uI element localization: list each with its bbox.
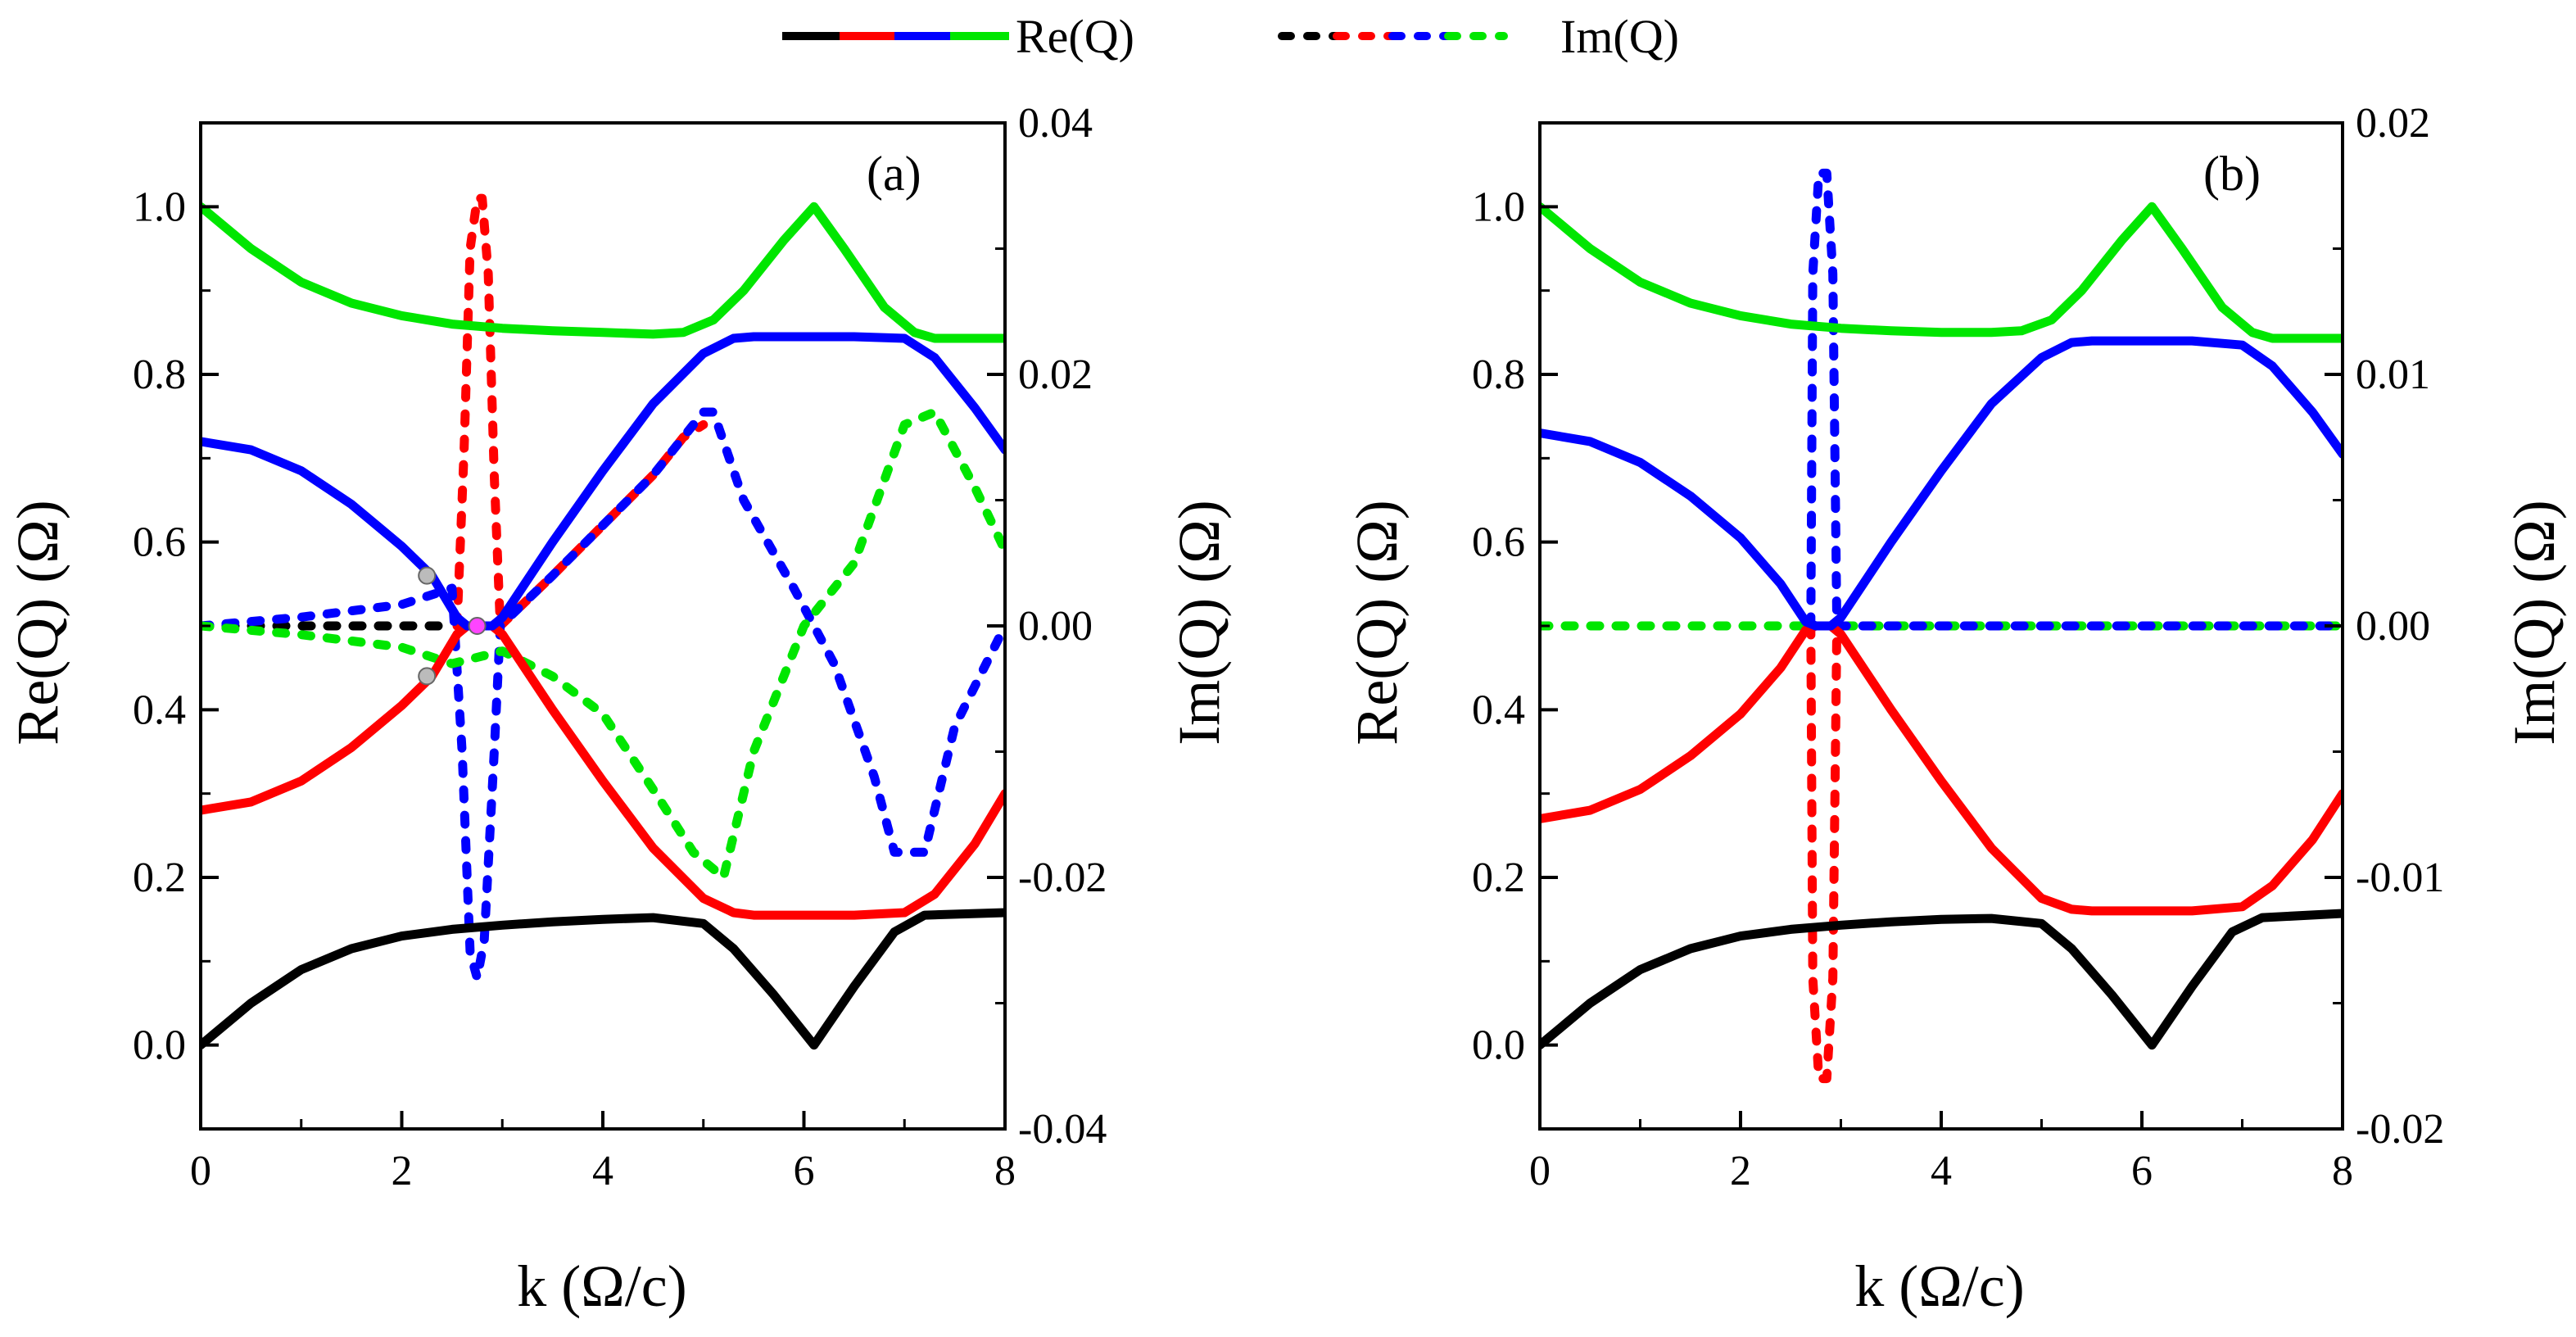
- panel-b-re-blue-line: [1540, 336, 2343, 631]
- panel-b-ticks: 0 2 4 6 8 0.0 0.2 0.4 0.6 0.8 1.0 -0.02 -0.01 0.00 0.0…: [1472, 100, 2444, 1194]
- panel-b-re-red-line: [1540, 621, 2343, 916]
- panel-a-ytick-right-label-3: 0.02: [1018, 351, 1093, 398]
- panel-a-frame: [199, 121, 1007, 1131]
- legend-solid-label: Re(Q): [1016, 10, 1134, 63]
- panel-b-ytick-right-label-3: 0.01: [2356, 351, 2430, 398]
- panel-b-im-blue-line: [1806, 168, 2343, 631]
- panel-b-ylabel-left: Re(Q) (Ω): [1344, 500, 1410, 745]
- panel-a-im-red-line: [452, 193, 709, 631]
- panel-b: 0 2 4 6 8 0.0 0.2 0.4 0.6 0.8 1.0 -0.02 -0.01 0.00 0.0…: [1344, 100, 2567, 1319]
- panel-a-axes-box: [199, 121, 1007, 1131]
- panel-b-ytick-right-label-4: 0.02: [2356, 100, 2430, 147]
- panel-a: 0 2 4 6 8 0.0 0.2 0.4 0.6 0.8 1.0 -0.04 -0.02 0.00 0.0…: [5, 100, 1232, 1319]
- panel-b-ylabel-right: Im(Q) (Ω): [2501, 500, 2567, 745]
- panel-a-xtick-label-0: 0: [190, 1148, 211, 1194]
- panel-a-ylabel-left: Re(Q) (Ω): [5, 500, 70, 745]
- panel-a-xtick-label-2: 4: [592, 1148, 613, 1194]
- panel-a-ytick-right-label-1: -0.02: [1018, 854, 1107, 901]
- panel-a-marker-2: [468, 617, 487, 635]
- panel-b-ytick-left-label-5: 1.0: [1472, 184, 1525, 230]
- panel-a-im-blue-line: [201, 407, 1005, 983]
- panel-b-curves: [1540, 168, 2343, 1084]
- legend: Re(Q) Im(Q): [782, 10, 1679, 63]
- panel-b-xlabel: k (Ω/c): [1854, 1253, 2024, 1319]
- panel-a-ticks: 0 2 4 6 8 0.0 0.2 0.4 0.6 0.8 1.0 -0.04 -0.02 0.00 0.0…: [133, 100, 1107, 1194]
- panel-a-re-green-line: [201, 202, 1005, 343]
- panel-a-ytick-left-label-2: 0.4: [133, 687, 186, 733]
- panel-a-ytick-left-label-4: 0.8: [133, 351, 186, 398]
- panel-b-ytick-left-label-2: 0.4: [1472, 687, 1525, 733]
- panel-b-label: (b): [2203, 147, 2261, 201]
- panel-b-ytick-left-label-3: 0.6: [1472, 519, 1525, 566]
- panel-a-label: (a): [867, 147, 921, 201]
- panel-a-ytick-left-label-3: 0.6: [133, 519, 186, 566]
- panel-a-ytick-right-label-0: -0.04: [1018, 1106, 1107, 1153]
- panel-b-xtick-label-4: 8: [2332, 1148, 2353, 1194]
- panel-a-xtick-label-1: 2: [392, 1148, 413, 1194]
- panel-a-xtick-label-4: 8: [994, 1148, 1016, 1194]
- panel-a-re-black-line: [201, 908, 1005, 1050]
- panel-b-ytick-right-label-0: -0.02: [2356, 1106, 2444, 1153]
- panel-a-re-red-line: [201, 621, 1005, 920]
- panel-a-re-blue-line: [201, 332, 1005, 631]
- panel-a-ytick-right-label-2: 0.00: [1018, 603, 1093, 650]
- panel-a-marker-0: [418, 566, 437, 585]
- legend-dashed-label: Im(Q): [1560, 10, 1679, 63]
- panel-b-xtick-label-3: 6: [2131, 1148, 2153, 1194]
- panel-b-xtick-label-2: 4: [1931, 1148, 1952, 1194]
- panel-a-ytick-left-label-1: 0.2: [133, 854, 186, 901]
- panel-b-xtick-label-0: 0: [1529, 1148, 1551, 1194]
- panel-a-ytick-right-label-4: 0.04: [1018, 100, 1093, 147]
- panel-b-re-black-line: [1540, 909, 2343, 1050]
- panel-b-ytick-right-label-2: 0.00: [2356, 603, 2430, 650]
- panel-a-xlabel: k (Ω/c): [517, 1253, 686, 1319]
- panel-b-ytick-left-label-0: 0.0: [1472, 1022, 1525, 1069]
- panel-a-im-green-line: [201, 407, 1005, 882]
- panel-a-marker-1: [418, 667, 437, 686]
- panel-b-im-red-line: [1806, 621, 1842, 1084]
- panel-b-ytick-left-label-1: 0.2: [1472, 854, 1525, 901]
- panel-b-xtick-label-1: 2: [1730, 1148, 1751, 1194]
- panel-a-ylabel-right: Im(Q) (Ω): [1166, 500, 1232, 745]
- panel-a-ytick-left-label-0: 0.0: [133, 1022, 186, 1069]
- panel-a-ytick-left-label-5: 1.0: [133, 184, 186, 230]
- panel-b-ytick-right-label-1: -0.01: [2356, 854, 2444, 901]
- panel-a-curves: [201, 193, 1005, 1050]
- panel-b-re-green-line: [1540, 202, 2343, 343]
- panel-a-xtick-label-3: 6: [794, 1148, 815, 1194]
- panel-b-ytick-left-label-4: 0.8: [1472, 351, 1525, 398]
